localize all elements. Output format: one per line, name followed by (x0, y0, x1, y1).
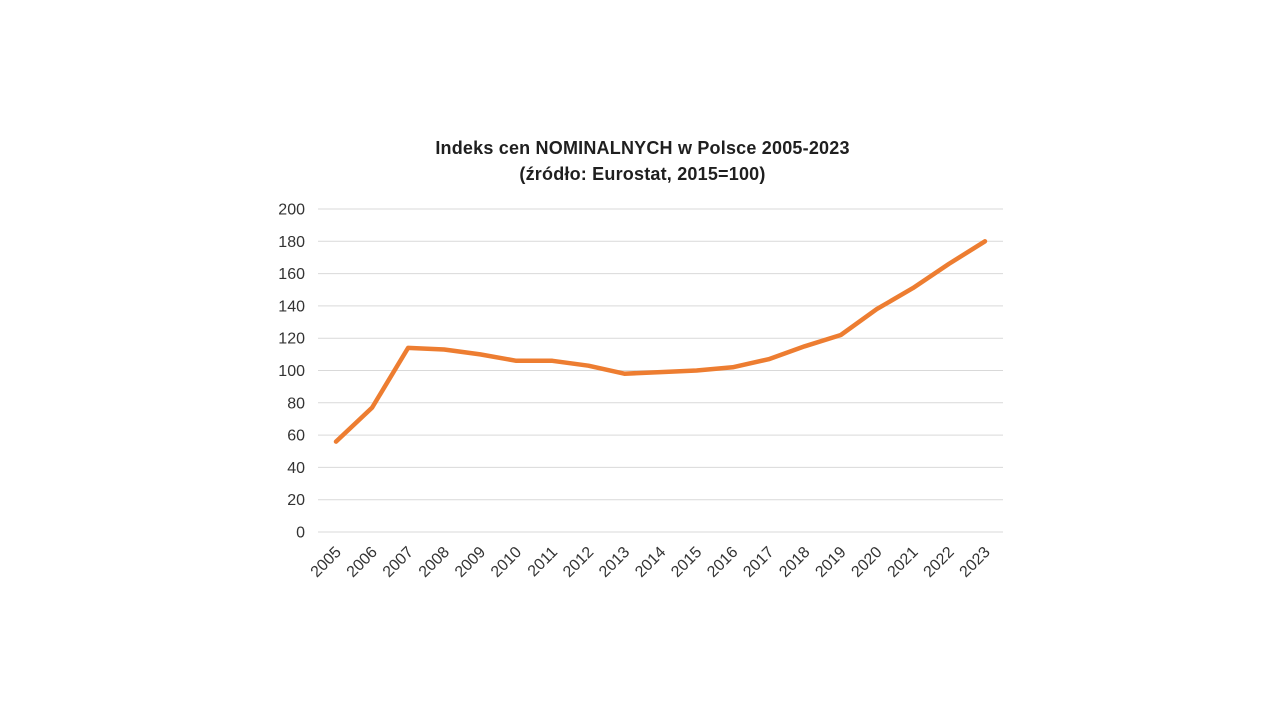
chart-title-subtitle: (źródło: Eurostat, 2015=100) (519, 164, 766, 185)
x-axis-tick-label: 2017 (740, 544, 777, 581)
x-axis-tick-label: 2020 (848, 544, 885, 581)
y-axis-tick-label: 200 (278, 202, 305, 219)
x-axis-tick-label: 2006 (344, 544, 381, 581)
x-axis-tick-label: 2011 (525, 544, 561, 580)
x-axis-tick-label: 2018 (776, 544, 813, 581)
x-axis-tick-label: 2021 (885, 544, 922, 581)
y-axis-tick-label: 20 (287, 492, 305, 509)
x-axis-tick-label: 2013 (596, 544, 633, 581)
x-axis-tick-label: 2019 (812, 544, 849, 581)
y-axis-tick-label: 40 (287, 460, 305, 477)
x-axis-tick-label: 2015 (668, 544, 705, 581)
y-axis-tick-label: 180 (278, 234, 305, 251)
y-axis-tick-label: 0 (296, 525, 305, 542)
x-axis-tick-label: 2005 (308, 544, 345, 581)
chart-title: Indeks cen NOMINALNYCH w Polsce 2005-202… (280, 135, 1005, 187)
x-axis-tick-label: 2010 (488, 544, 525, 581)
y-axis-tick-label: 60 (287, 428, 305, 445)
y-axis-tick-label: 100 (278, 363, 305, 380)
x-axis-tick-label: 2023 (957, 544, 994, 581)
price-index-line (333, 239, 988, 444)
y-axis-tick-label: 140 (278, 298, 305, 315)
x-axis-tick-label: 2009 (452, 544, 489, 581)
x-axis-tick-label: 2012 (560, 544, 597, 581)
x-axis-tick-label: 2016 (704, 544, 741, 581)
y-axis-tick-label: 120 (278, 331, 305, 348)
x-axis-tick-label: 2008 (416, 544, 453, 581)
y-axis-tick-label: 160 (278, 266, 305, 283)
x-axis-tick-label: 2014 (632, 544, 669, 581)
x-axis-tick-label: 2022 (921, 544, 958, 581)
y-axis-tick-label: 80 (287, 395, 305, 412)
chart-title-main: Indeks cen NOMINALNYCH w Polsce 2005-202… (435, 138, 850, 158)
x-axis-tick-label: 2007 (380, 544, 417, 581)
